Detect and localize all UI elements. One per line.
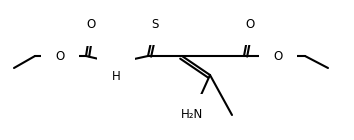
Text: H: H	[112, 69, 120, 82]
Text: S: S	[151, 18, 159, 31]
Text: O: O	[273, 50, 282, 62]
Text: H₂N: H₂N	[181, 108, 203, 122]
Text: O: O	[245, 18, 255, 31]
Text: N: N	[112, 55, 120, 68]
Text: O: O	[86, 18, 96, 32]
Text: O: O	[55, 50, 65, 62]
